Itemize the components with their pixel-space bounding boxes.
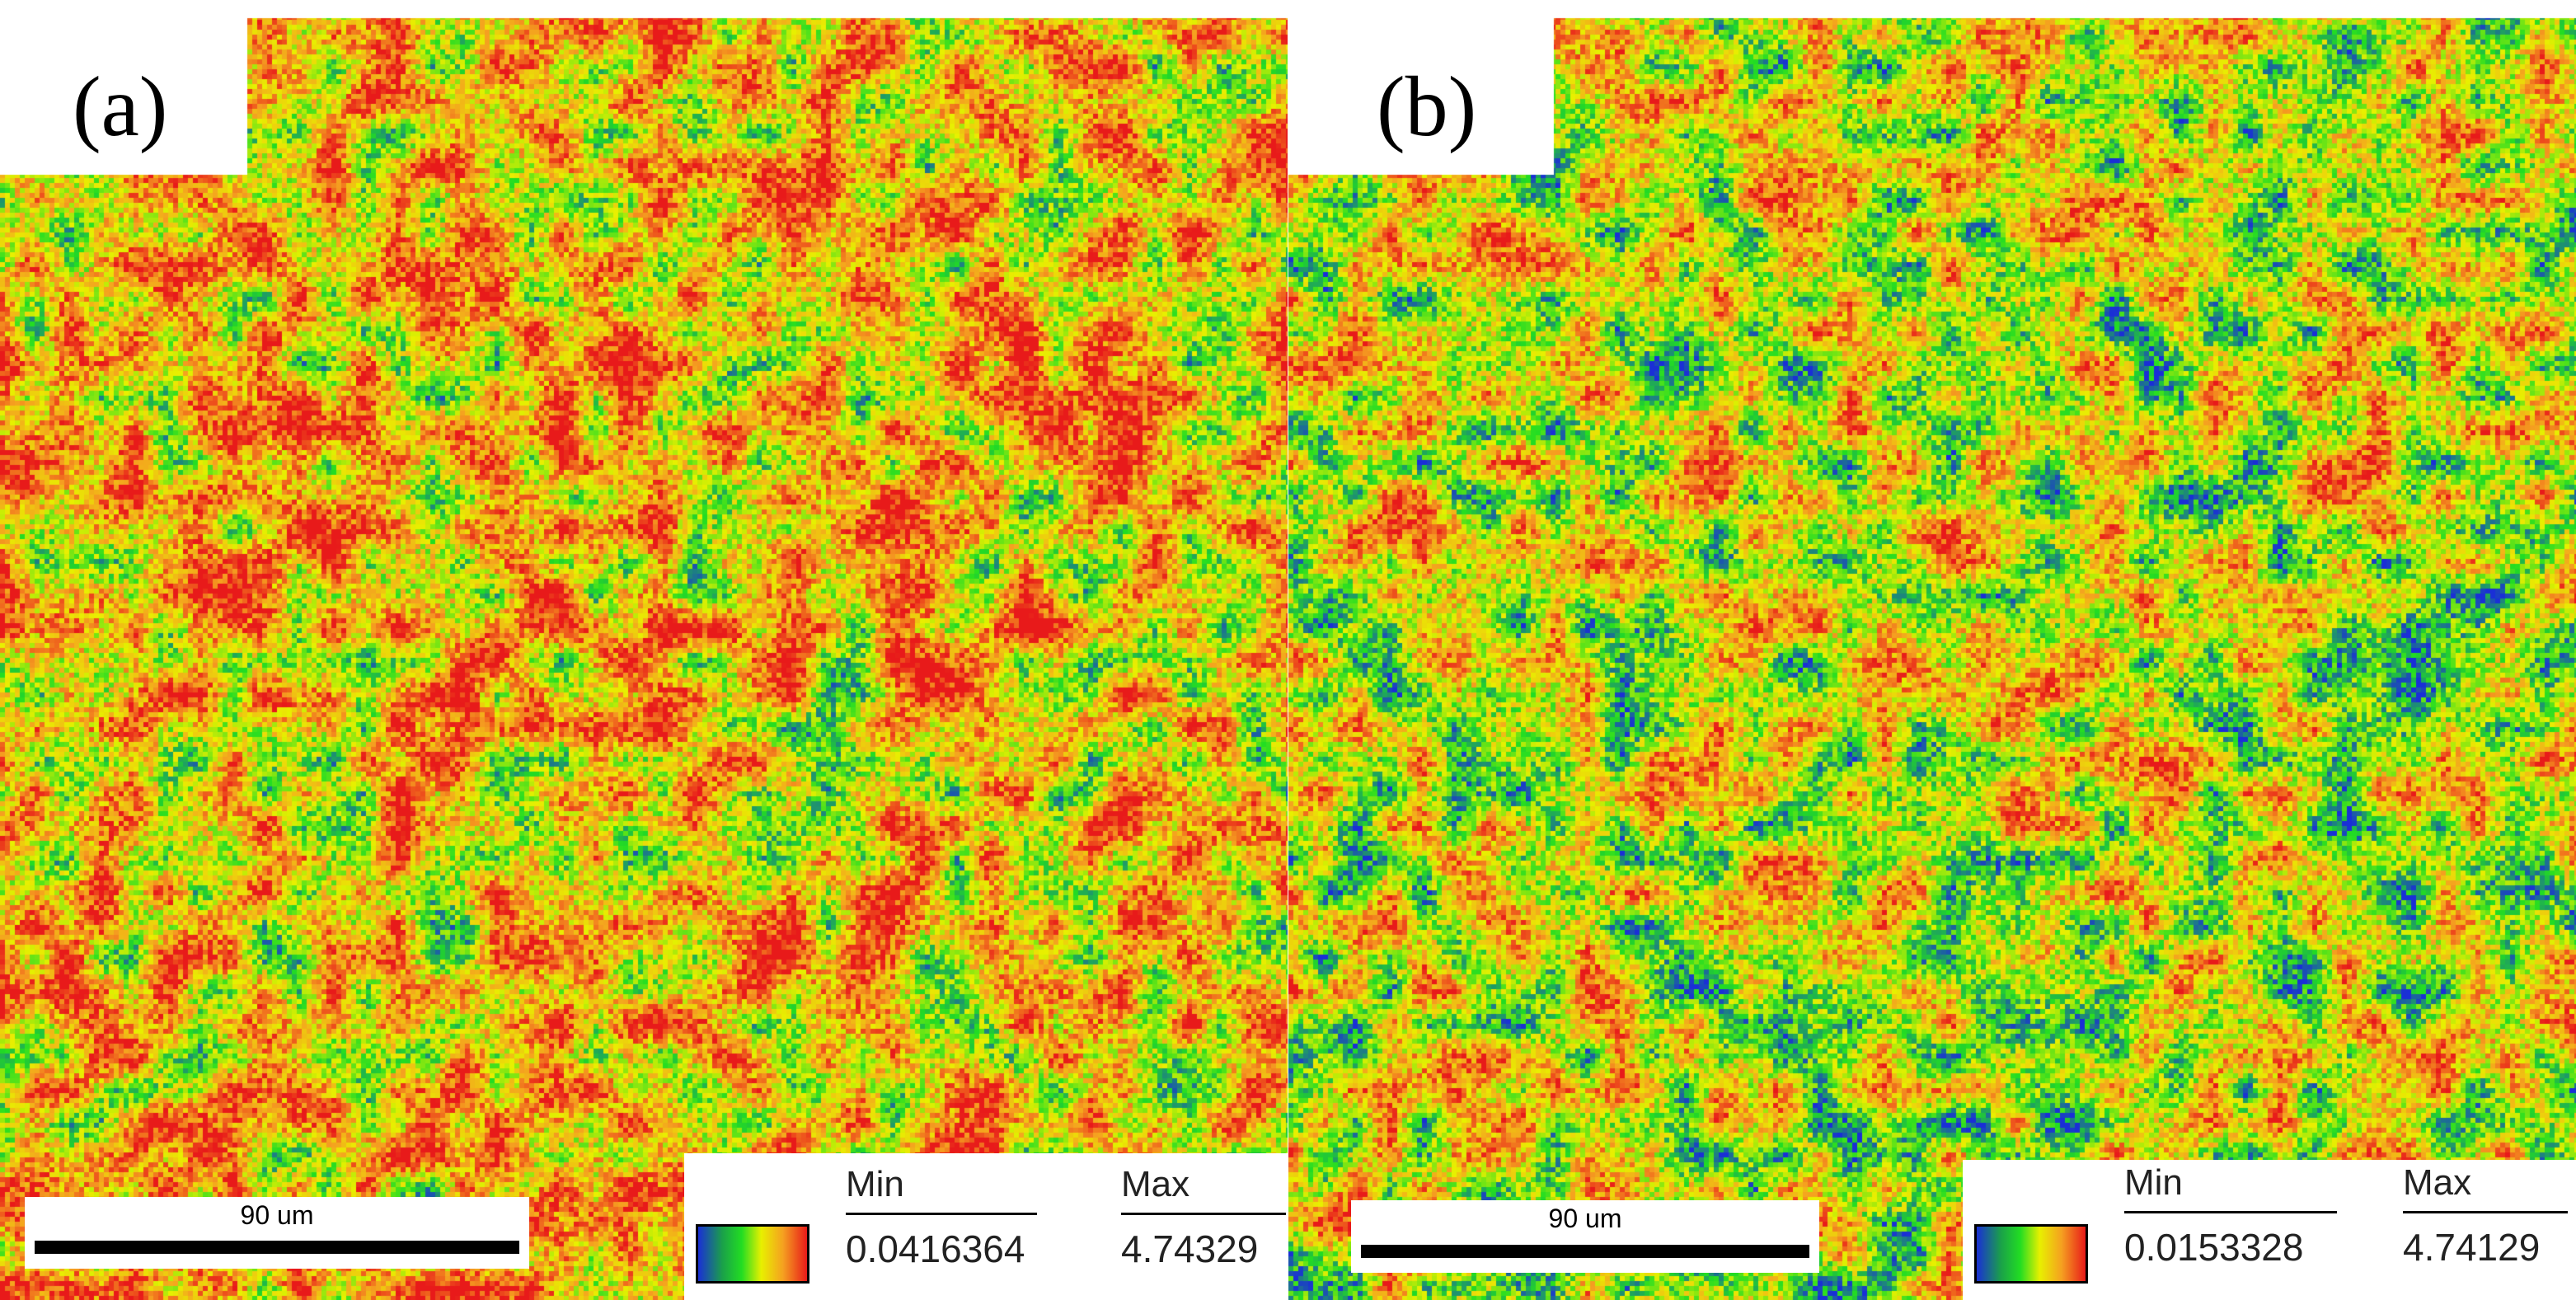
legend-max-b: Max 4.74129 <box>2403 1165 2568 1266</box>
scale-bar-line-b <box>1361 1245 1809 1258</box>
legend-max-label-b: Max <box>2403 1165 2568 1213</box>
legend-min-label-b: Min <box>2124 1165 2337 1213</box>
scale-bar-line-a <box>35 1241 519 1254</box>
legend-min-b: Min 0.0153328 <box>2124 1165 2337 1266</box>
misorientation-map-b <box>1288 0 2576 1300</box>
legend-min-value-a: 0.0416364 <box>846 1227 1025 1270</box>
scale-bar-text-b: 90 um <box>1548 1204 1622 1233</box>
map-image-a <box>0 0 1288 1300</box>
color-legend-a: Min 0.0416364 Max 4.74329 <box>684 1153 1288 1300</box>
legend-max-value-a: 4.74329 <box>1121 1227 1259 1270</box>
scale-bar-b: 90 um <box>1351 1200 1819 1273</box>
color-swatch-b <box>1974 1224 2088 1284</box>
panel-label-a: (a) <box>73 59 168 154</box>
panel-label-b: (b) <box>1377 59 1477 154</box>
map-panel-b: (b) 90 um Min 0.0153328 Max 4.74129 <box>1288 0 2576 1300</box>
legend-max-a: Max 4.74329 <box>1121 1166 1286 1268</box>
legend-max-value-b: 4.74129 <box>2403 1226 2541 1269</box>
color-swatch-a <box>696 1224 809 1284</box>
map-panel-a: (a) 90 um Min 0.0416364 Max 4.74329 <box>0 0 1288 1300</box>
scale-bar-text-a: 90 um <box>240 1200 314 1230</box>
legend-min-a: Min 0.0416364 <box>846 1166 1037 1268</box>
color-legend-b: Min 0.0153328 Max 4.74129 <box>1963 1160 2576 1300</box>
legend-min-label-a: Min <box>846 1166 1037 1215</box>
map-image-b <box>1288 0 2576 1300</box>
scale-bar-a: 90 um <box>25 1197 529 1269</box>
legend-min-value-b: 0.0153328 <box>2124 1226 2304 1269</box>
legend-max-label-a: Max <box>1121 1166 1286 1215</box>
misorientation-map-a <box>0 0 1288 1300</box>
